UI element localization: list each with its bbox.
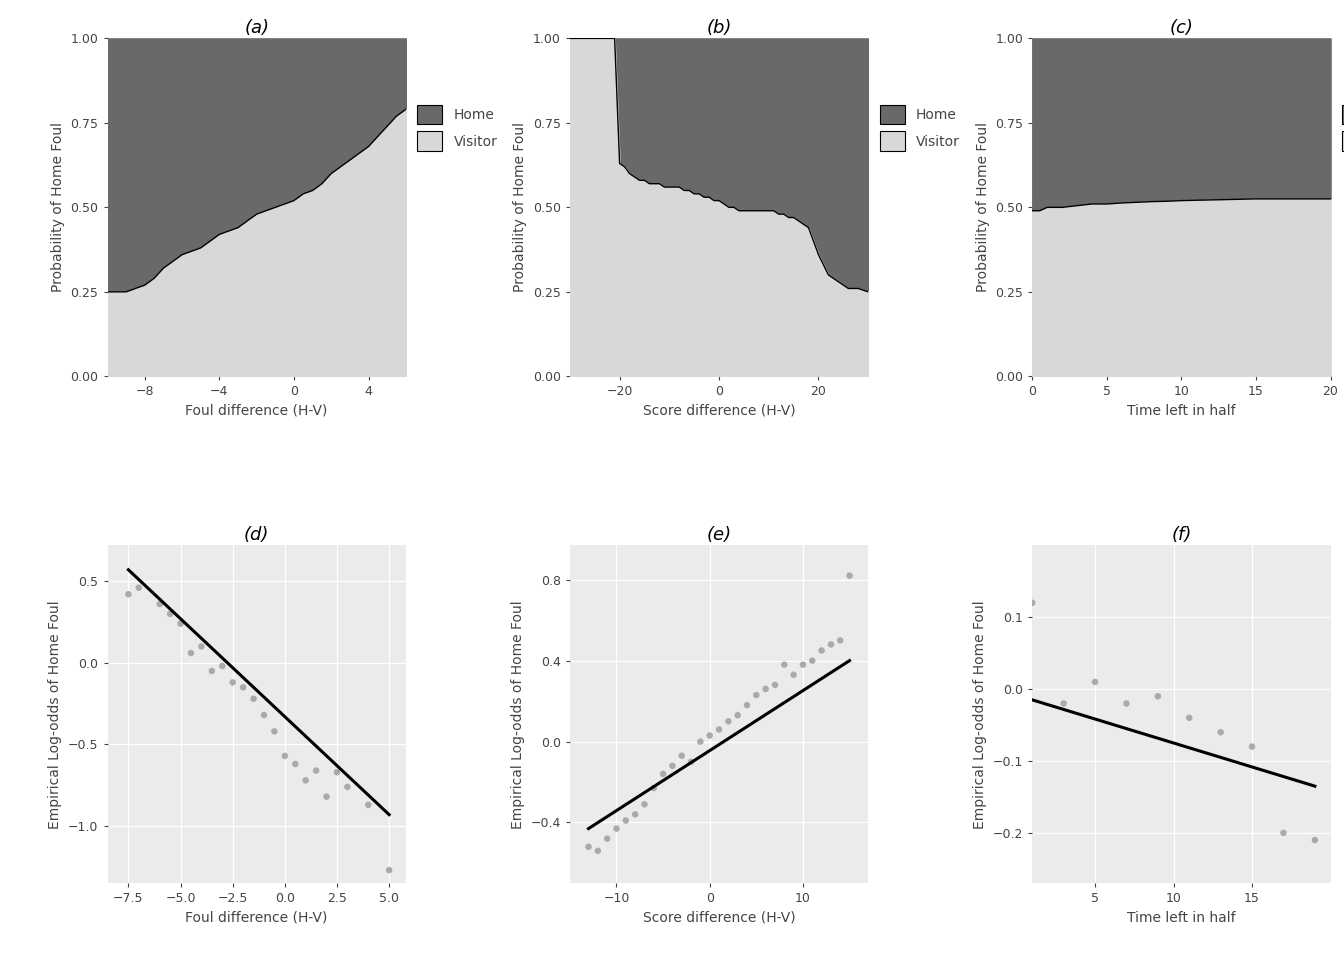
Point xyxy=(699,728,720,743)
Point xyxy=(746,687,767,703)
Point xyxy=(222,675,243,690)
Point xyxy=(829,633,851,648)
Point xyxy=(839,568,860,584)
Y-axis label: Empirical Log-odds of Home Foul: Empirical Log-odds of Home Foul xyxy=(511,600,526,828)
Title: (f): (f) xyxy=(1171,526,1192,543)
Point xyxy=(616,813,637,828)
Point xyxy=(782,667,804,683)
Y-axis label: Probability of Home Foul: Probability of Home Foul xyxy=(976,122,989,293)
Point xyxy=(820,636,841,652)
Title: (b): (b) xyxy=(707,19,731,36)
Point xyxy=(727,708,749,723)
Point xyxy=(792,657,813,672)
Y-axis label: Probability of Home Foul: Probability of Home Foul xyxy=(513,122,527,293)
X-axis label: Time left in half: Time left in half xyxy=(1128,911,1235,924)
Point xyxy=(305,763,327,779)
Title: (d): (d) xyxy=(245,526,269,543)
Y-axis label: Empirical Log-odds of Home Foul: Empirical Log-odds of Home Foul xyxy=(973,600,988,828)
X-axis label: Foul difference (H-V): Foul difference (H-V) xyxy=(185,911,328,924)
Point xyxy=(1210,725,1231,740)
Point xyxy=(1021,595,1043,611)
Legend: Home, Visitor: Home, Visitor xyxy=(411,99,503,156)
X-axis label: Time left in half: Time left in half xyxy=(1128,404,1235,418)
Point xyxy=(680,755,702,770)
Point xyxy=(285,756,306,772)
Point xyxy=(810,643,832,659)
Point xyxy=(765,677,786,692)
Point xyxy=(379,862,401,877)
Point xyxy=(358,797,379,812)
Point xyxy=(634,797,656,812)
Point xyxy=(1148,688,1169,704)
Legend: Home, Visitor: Home, Visitor xyxy=(1336,99,1344,156)
Point xyxy=(180,645,202,660)
Point xyxy=(737,698,758,713)
Point xyxy=(642,780,664,796)
Point xyxy=(274,748,296,763)
Point xyxy=(1273,826,1294,841)
Point xyxy=(336,780,358,795)
Point xyxy=(294,773,316,788)
Point xyxy=(708,722,730,737)
Point xyxy=(128,580,149,595)
Y-axis label: Empirical Log-odds of Home Foul: Empirical Log-odds of Home Foul xyxy=(48,600,62,828)
Point xyxy=(149,596,171,612)
Point xyxy=(671,748,692,763)
Point xyxy=(118,587,140,602)
Title: (e): (e) xyxy=(707,526,731,543)
X-axis label: Score difference (H-V): Score difference (H-V) xyxy=(642,911,796,924)
Point xyxy=(1304,832,1325,848)
Point xyxy=(169,616,191,632)
Point xyxy=(661,758,683,774)
Title: (a): (a) xyxy=(245,19,269,36)
Point xyxy=(1179,710,1200,726)
Point xyxy=(774,657,796,672)
Point xyxy=(578,839,599,854)
Point xyxy=(160,606,181,621)
Legend: Home, Visitor: Home, Visitor xyxy=(874,99,965,156)
Point xyxy=(718,713,739,729)
Point xyxy=(263,724,285,739)
Point xyxy=(652,766,673,781)
Point xyxy=(191,638,212,654)
Point xyxy=(1116,696,1137,711)
Title: (c): (c) xyxy=(1169,19,1193,36)
Point xyxy=(597,831,618,847)
Point xyxy=(243,691,265,707)
Point xyxy=(202,663,223,679)
Point xyxy=(625,806,646,822)
Point xyxy=(801,653,823,668)
Point xyxy=(253,708,274,723)
Point xyxy=(211,659,233,674)
X-axis label: Foul difference (H-V): Foul difference (H-V) xyxy=(185,404,328,418)
Point xyxy=(606,821,628,836)
Y-axis label: Probability of Home Foul: Probability of Home Foul xyxy=(51,122,65,293)
Point xyxy=(316,789,337,804)
Point xyxy=(689,733,711,749)
Point xyxy=(327,764,348,780)
Point xyxy=(755,682,777,697)
Point xyxy=(233,680,254,695)
Point xyxy=(587,843,609,858)
Point xyxy=(1242,739,1263,755)
Point xyxy=(1085,674,1106,689)
Point xyxy=(1052,696,1074,711)
X-axis label: Score difference (H-V): Score difference (H-V) xyxy=(642,404,796,418)
